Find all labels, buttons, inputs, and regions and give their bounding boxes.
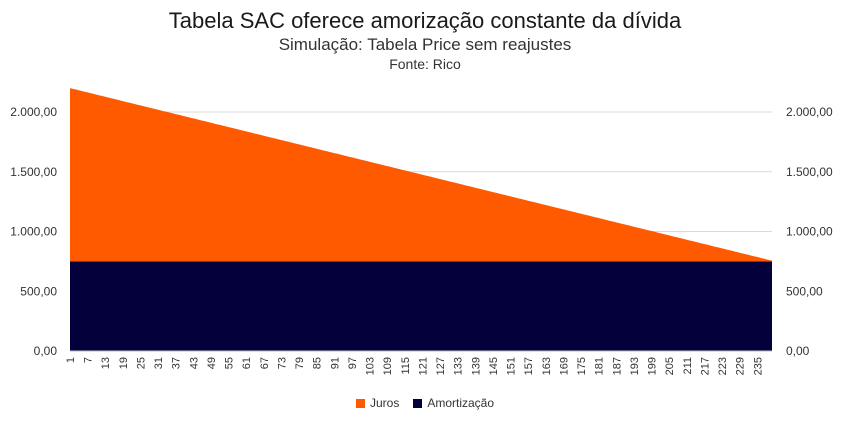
x-tick-label: 223 — [717, 357, 729, 375]
x-tick-label: 37 — [171, 357, 183, 369]
y2-tick-label: 1.500,00 — [786, 165, 833, 179]
chart-title: Tabela SAC oferece amorização constante … — [168, 8, 682, 33]
x-tick-label: 19 — [118, 357, 130, 369]
x-tick-label: 109 — [382, 357, 394, 375]
y-tick-label: 0,00 — [34, 344, 58, 358]
y-tick-label: 1.000,00 — [10, 225, 57, 239]
x-tick-label: 187 — [611, 357, 623, 375]
x-tick-label: 127 — [435, 357, 447, 375]
x-tick-label: 43 — [188, 357, 200, 369]
legend: Juros Amortização — [0, 396, 850, 410]
x-tick-label: 151 — [506, 357, 518, 375]
x-tick-label: 85 — [312, 357, 324, 369]
legend-swatch-amortizacao — [413, 398, 423, 408]
chart-source: Fonte: Rico — [389, 56, 461, 72]
x-tick-label: 121 — [418, 357, 430, 375]
x-tick-label: 181 — [594, 357, 606, 375]
y-tick-label: 1.500,00 — [10, 165, 57, 179]
x-tick-label: 25 — [136, 357, 148, 369]
x-tick-label: 61 — [241, 357, 253, 369]
x-tick-label: 169 — [559, 357, 571, 375]
y2-tick-label: 500,00 — [786, 284, 823, 298]
y-tick-label: 2.000,00 — [10, 105, 57, 119]
x-tick-label: 115 — [400, 357, 412, 375]
x-tick-label: 55 — [224, 357, 236, 369]
x-tick-label: 31 — [153, 357, 165, 369]
legend-item-amortizacao: Amortização — [413, 396, 494, 410]
x-tick-label: 97 — [347, 357, 359, 369]
x-tick-label: 139 — [470, 357, 482, 375]
x-tick-label: 73 — [277, 357, 289, 369]
x-tick-label: 67 — [259, 357, 271, 369]
area-juros — [70, 88, 772, 262]
x-tick-label: 217 — [699, 357, 711, 375]
x-tick-label: 79 — [294, 357, 306, 369]
legend-swatch-juros — [355, 398, 365, 408]
area-amortizacao — [70, 261, 772, 351]
x-tick-label: 235 — [752, 357, 764, 375]
axes: 0,00 0,00 500,00 500,00 1.000,00 1.000,00 1.50… — [10, 105, 833, 375]
x-tick-label: 199 — [647, 357, 659, 375]
x-tick-label: 1 — [65, 357, 77, 363]
chart-subtitle: Simulação: Tabela Price sem reajustes — [278, 35, 572, 54]
legend-label-amortizacao: Amortização — [427, 396, 495, 410]
x-tick-label: 229 — [735, 357, 747, 375]
x-tick-label: 91 — [329, 357, 341, 369]
legend-item-juros: Juros — [355, 396, 400, 410]
x-tick-label: 157 — [523, 357, 535, 375]
y2-tick-label: 0,00 — [786, 344, 810, 358]
y2-tick-label: 2.000,00 — [786, 105, 833, 119]
y-tick-label: 500,00 — [20, 284, 57, 298]
x-tick-label: 175 — [576, 357, 588, 375]
x-tick-label: 193 — [629, 357, 641, 375]
x-tick-label: 13 — [100, 357, 112, 369]
legend-label-juros: Juros — [369, 396, 400, 410]
x-tick-label: 49 — [206, 357, 218, 369]
x-tick-label: 145 — [488, 357, 500, 375]
x-tick-label: 163 — [541, 357, 553, 375]
areas — [70, 88, 772, 351]
x-tick-label: 205 — [664, 357, 676, 375]
x-tick-label: 7 — [83, 357, 95, 363]
x-tick-label: 211 — [682, 357, 694, 375]
x-tick-label: 103 — [365, 357, 377, 375]
y2-tick-label: 1.000,00 — [786, 225, 833, 239]
x-tick-label: 133 — [453, 357, 465, 375]
